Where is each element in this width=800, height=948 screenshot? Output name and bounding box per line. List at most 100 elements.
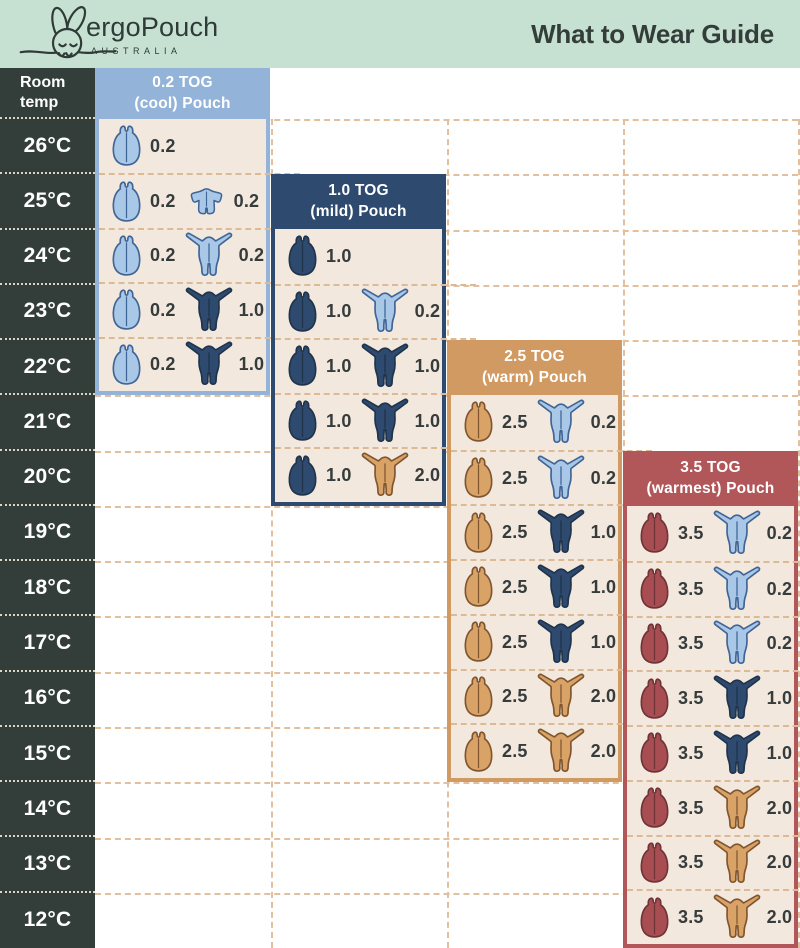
tog-value: 1.0 (766, 742, 793, 763)
pouch-icon (288, 400, 317, 441)
pouch-icon (464, 401, 493, 443)
panel-title-line2: (mild) Pouch (310, 202, 407, 220)
row-divider-line (95, 395, 798, 398)
panel-1-0-tog-body: 1.0 1.0 0.2 1.0 1.0 1.0 1.0 1.0 2.0 (271, 229, 477, 506)
tog-value: 0.2 (766, 633, 793, 654)
onesie-icon (713, 675, 760, 720)
pouch-icon (640, 732, 669, 774)
row-divider-line (95, 174, 798, 177)
tog-value: 3.5 (678, 688, 704, 709)
temp-cell: 25°C (0, 174, 95, 230)
row-divider-line (95, 782, 798, 785)
onesie-icon (713, 894, 760, 939)
tog-value: 3.5 (678, 578, 704, 599)
wear-row-23: 1.0 0.2 (275, 283, 477, 339)
row-divider-line (95, 892, 798, 895)
row-divider-line (95, 616, 798, 619)
wear-row-19: 2.5 1.0 (451, 504, 653, 559)
temp-cell: 22°C (0, 340, 95, 396)
panel-2-5-tog-header: 2.5 TOG (warm) Pouch (447, 340, 622, 395)
tog-value: 0.2 (150, 354, 176, 375)
bunny-logo-icon (19, 6, 117, 59)
row-divider-line (95, 119, 798, 121)
wear-row-15: 3.5 1.0 (627, 725, 800, 780)
tog-value: 2.5 (502, 411, 528, 432)
pouch-icon (640, 512, 669, 554)
tog-value: 1.0 (326, 301, 352, 322)
tog-value: 3.5 (678, 633, 704, 654)
tog-value: 3.5 (678, 742, 704, 763)
wear-row-12: 3.5 2.0 (627, 889, 800, 944)
panel-title-line1: 1.0 TOG (328, 182, 389, 200)
tog-value: 0.2 (150, 135, 176, 156)
panel-title-line1: 3.5 TOG (680, 459, 741, 477)
temp-cell: 26°C (0, 119, 95, 175)
temp-cell: 20°C (0, 451, 95, 506)
onesie-icon (537, 728, 584, 773)
panel-0-2-tog-header: 0.2 TOG (cool) Pouch (95, 68, 270, 119)
onesie-icon (713, 839, 760, 884)
wear-row-24: 1.0 (275, 229, 476, 284)
panel-title-line2: (warmest) Pouch (646, 479, 775, 497)
brand-text: ergoPouch AUSTRALIA (86, 12, 218, 56)
pouch-icon (112, 125, 141, 166)
row-divider-line (95, 229, 798, 232)
temp-cell: 14°C (0, 782, 95, 838)
onesie-icon (361, 452, 408, 497)
temp-cell: 17°C (0, 616, 95, 672)
temp-cell: 21°C (0, 395, 95, 451)
tog-value: 1.0 (326, 410, 352, 431)
temp-cell: 16°C (0, 672, 95, 727)
panel-title-line1: 0.2 TOG (152, 74, 213, 92)
tog-value: 1.0 (326, 355, 352, 376)
temp-cell: 12°C (23, 908, 72, 932)
onesie-icon (361, 288, 408, 333)
wear-row-24: 0.2 0.2 (99, 227, 301, 282)
temp-cell: 19°C (0, 506, 95, 562)
panel-title-line2: (warm) Pouch (482, 368, 587, 386)
wear-row-16: 3.5 1.0 (627, 670, 800, 725)
panel-3-5-tog-body: 3.5 0.2 3.5 0.2 3.5 0.2 3.5 1.0 3.5 1.0 3.5 2.0 3.5 2… (623, 506, 800, 948)
pouch-icon (640, 678, 669, 719)
tog-value: 2.0 (590, 686, 617, 707)
tog-value: 0.2 (150, 299, 176, 320)
wear-row-16: 2.5 2.0 (451, 668, 653, 724)
tog-value: 1.0 (238, 299, 265, 320)
temp-cell: 24°C (0, 230, 95, 285)
panel-title-line2: (cool) Pouch (134, 94, 231, 112)
row-divider-line (95, 450, 798, 453)
tog-value: 3.5 (678, 797, 704, 818)
onesie-icon (537, 455, 584, 499)
wear-row-23: 0.2 1.0 (99, 282, 301, 336)
column-divider-line (798, 119, 800, 948)
row-divider-line (95, 837, 798, 840)
pouch-icon (464, 731, 493, 772)
row-divider-line (95, 671, 798, 674)
romper-icon (190, 187, 222, 214)
brand-subtitle: AUSTRALIA (91, 46, 182, 56)
pouch-icon (640, 897, 669, 938)
temp-cell: 13°C (0, 837, 95, 893)
wear-row-22: 1.0 1.0 (275, 338, 477, 393)
pouch-icon (288, 455, 317, 496)
onesie-icon (185, 341, 232, 386)
temp-cell: 18°C (0, 561, 95, 617)
pouch-icon (640, 842, 669, 883)
wear-row-21: 2.5 0.2 (451, 395, 652, 450)
pouch-icon (464, 457, 493, 498)
onesie-icon (537, 619, 584, 663)
tog-value: 0.2 (766, 522, 793, 543)
pouch-icon (640, 568, 669, 609)
onesie-icon (537, 673, 584, 718)
tog-value: 2.5 (502, 686, 528, 707)
tog-value: 2.0 (766, 907, 793, 928)
tog-value: 2.0 (414, 465, 441, 486)
row-divider-line (95, 505, 798, 508)
tog-value: 2.0 (766, 797, 793, 818)
page-title: What to Wear Guide (531, 18, 774, 49)
header-bar: ergoPouch AUSTRALIA What to Wear Guide (0, 0, 800, 68)
onesie-icon (185, 233, 232, 277)
tog-value: 0.2 (238, 245, 265, 266)
onesie-icon (537, 509, 584, 554)
onesie-icon (713, 620, 760, 665)
